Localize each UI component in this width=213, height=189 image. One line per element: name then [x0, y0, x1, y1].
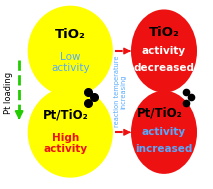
Text: increased: increased	[135, 144, 193, 154]
Text: TiO₂: TiO₂	[55, 28, 86, 40]
Text: reaction temperature
increasing: reaction temperature increasing	[114, 56, 127, 127]
Text: Low
activity: Low activity	[51, 52, 90, 73]
Ellipse shape	[28, 87, 113, 178]
Ellipse shape	[131, 91, 197, 174]
Text: activity: activity	[142, 46, 186, 56]
Text: Pt loading: Pt loading	[4, 72, 13, 114]
Ellipse shape	[28, 6, 113, 96]
Text: Pt/TiO₂: Pt/TiO₂	[43, 109, 89, 122]
Text: decreased: decreased	[134, 63, 194, 73]
Text: activity: activity	[142, 127, 186, 137]
Ellipse shape	[131, 9, 197, 93]
Text: TiO₂: TiO₂	[149, 26, 179, 39]
Text: High
activity: High activity	[44, 133, 88, 154]
Text: Pt/TiO₂: Pt/TiO₂	[137, 107, 183, 120]
